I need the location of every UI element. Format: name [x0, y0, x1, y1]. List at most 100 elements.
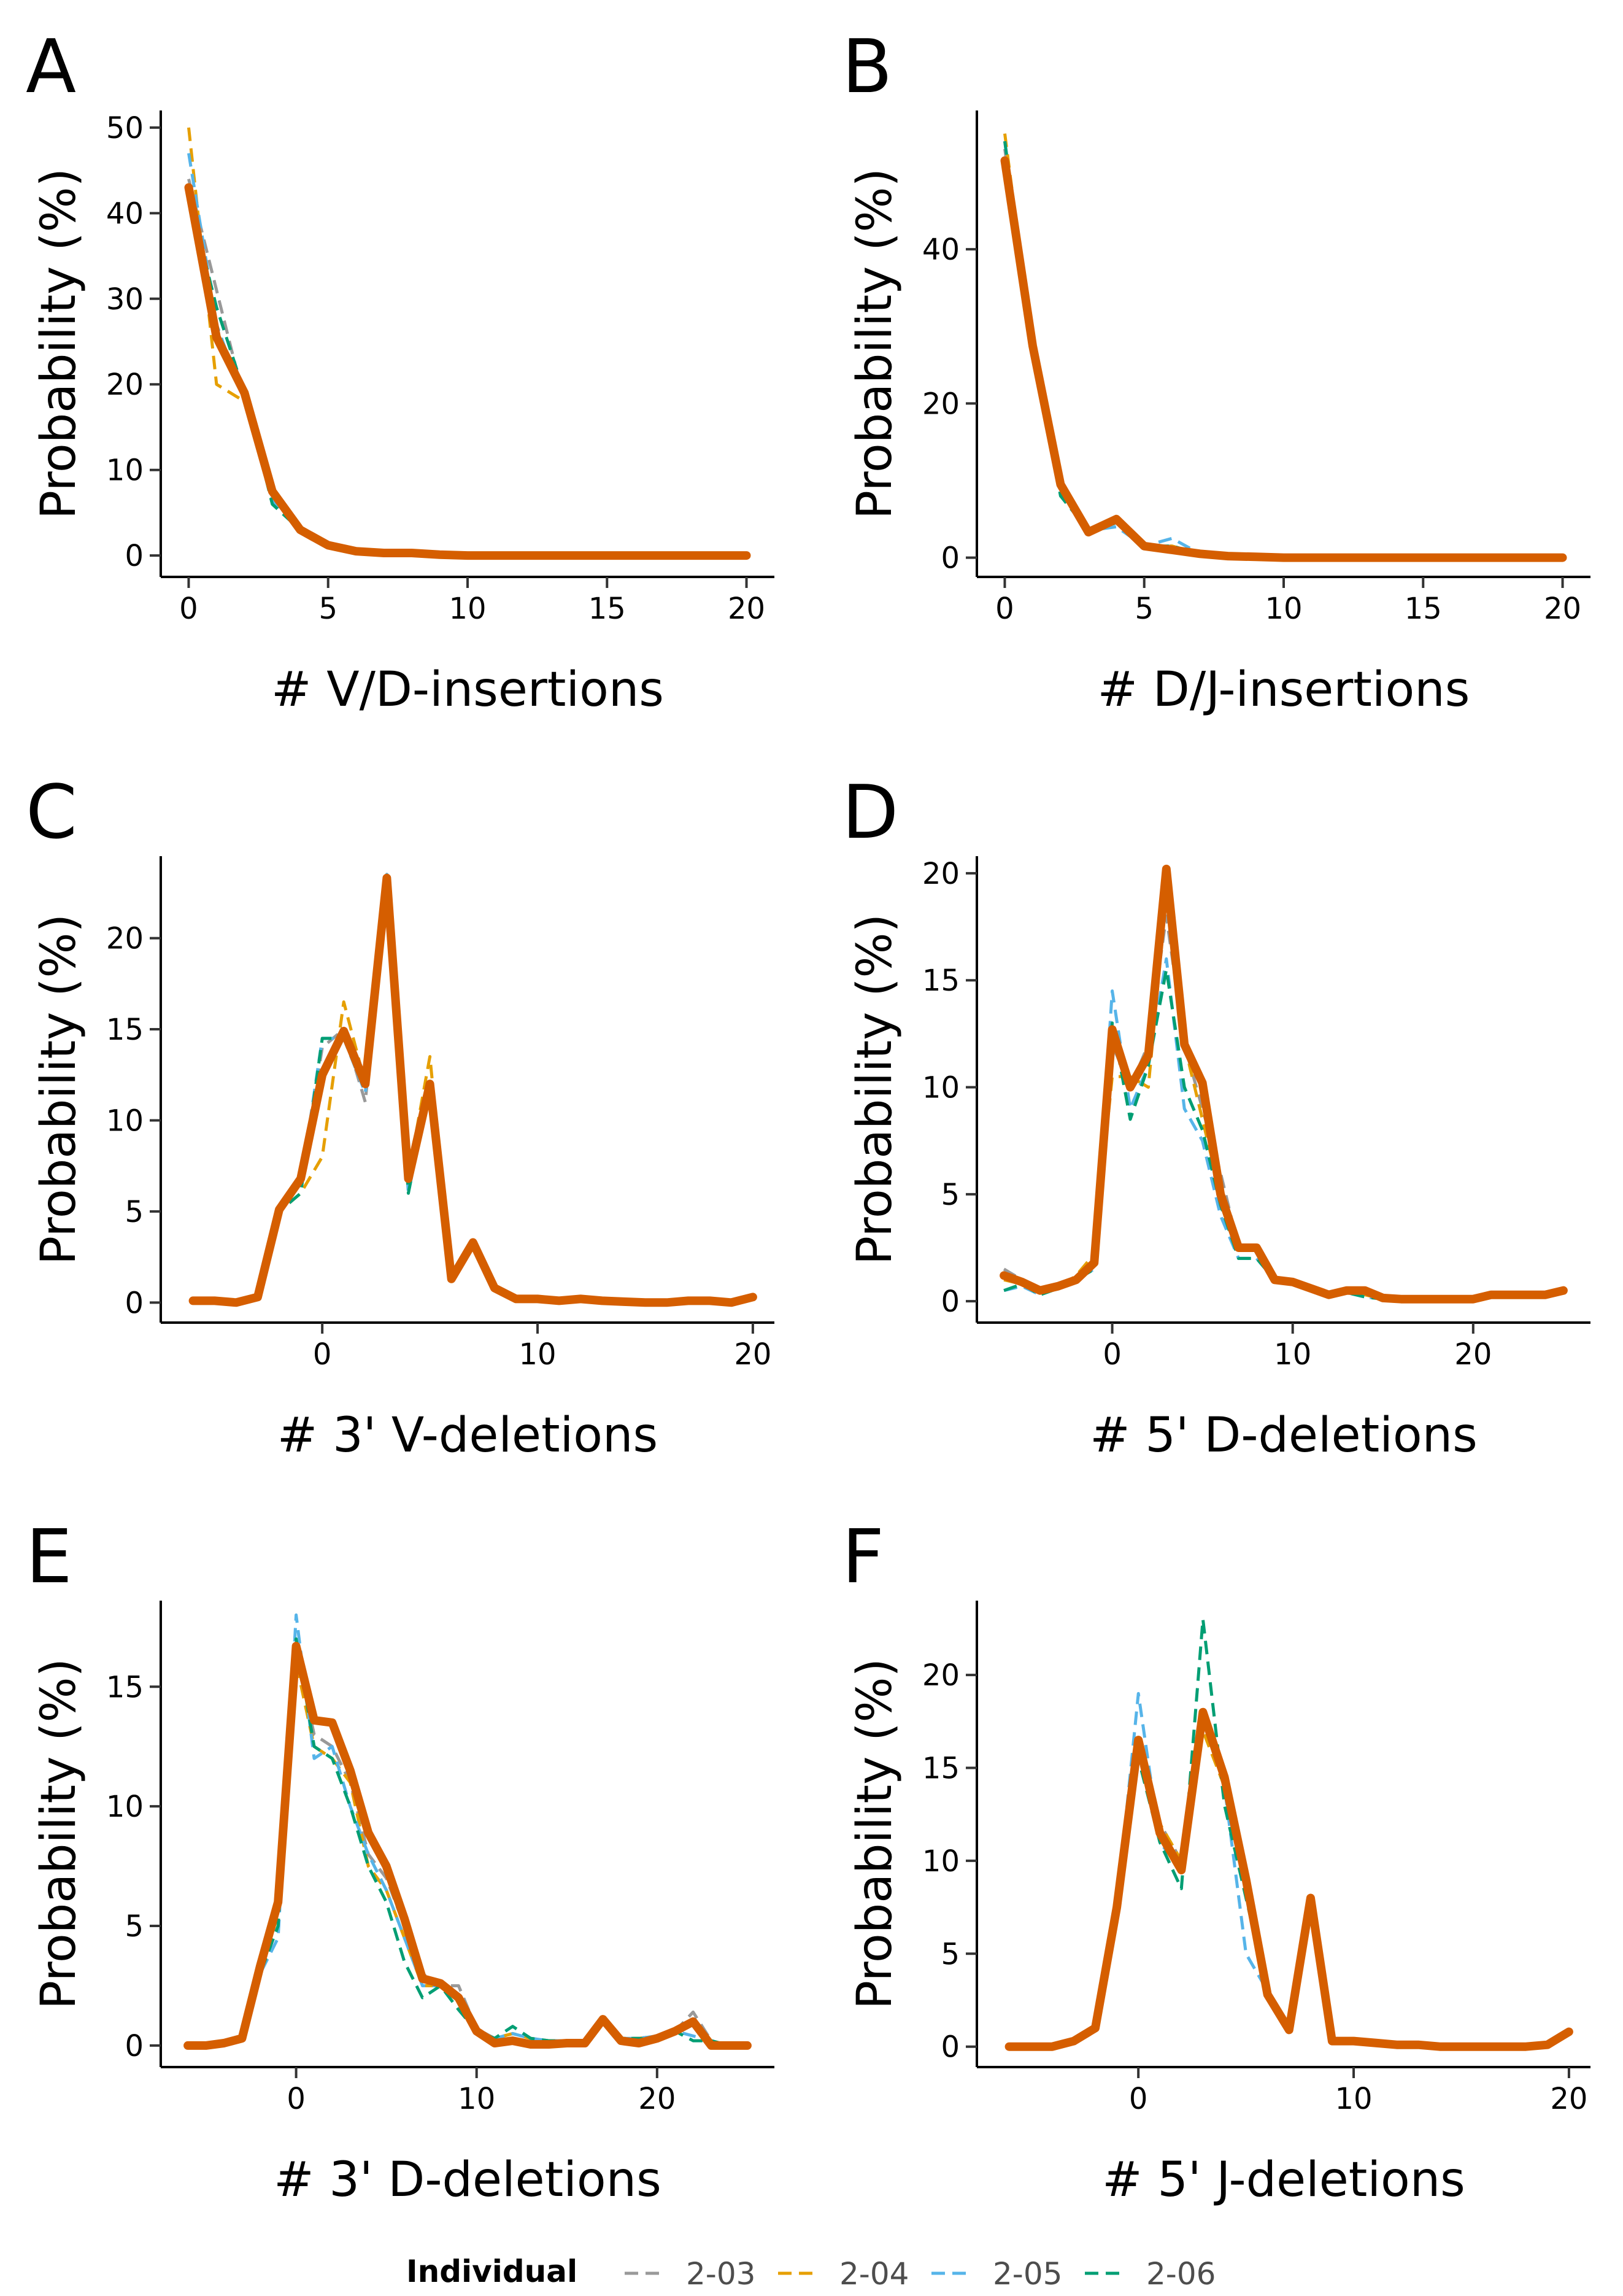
y-tick-label: 5 — [125, 1195, 144, 1229]
x-axis-label: # 5' J-deletions — [1102, 2152, 1465, 2208]
series-line-2-05 — [1009, 1691, 1570, 2049]
x-tick-label: 20 — [1550, 2082, 1587, 2116]
y-tick-label: 50 — [106, 111, 144, 145]
y-tick-label: 0 — [941, 541, 960, 576]
y-tick-label: 15 — [106, 1013, 144, 1047]
x-tick-label: 0 — [313, 1337, 332, 1372]
x-tick-label: 20 — [734, 1337, 771, 1372]
panel-c: C 0 10 20 0 5 10 15 20 # 3' V-deletions Probabilit… — [26, 770, 774, 1463]
x-axis-label: # V/D-insertions — [271, 662, 664, 717]
x-tick-label: 15 — [588, 592, 626, 626]
y-tick-label: 5 — [941, 1937, 960, 1971]
y-tick-label: 20 — [106, 368, 144, 402]
legend-label: 2-04 — [839, 2256, 909, 2292]
y-axis-label: Probability (%) — [847, 1658, 903, 2009]
series-line-2-04 — [188, 1661, 747, 2047]
series-line-2-03 — [1009, 1710, 1570, 2049]
y-tick-label: 0 — [125, 1286, 144, 1320]
panel-b: B 0 5 10 15 20 0 20 40 # D/J-insertions Probabilit… — [842, 25, 1590, 717]
y-tick-label: 10 — [922, 1071, 960, 1105]
y-tick-label: 40 — [922, 233, 960, 267]
y-tick-label: 20 — [922, 1658, 960, 1693]
x-tick-label: 5 — [318, 592, 337, 626]
y-tick-label: 5 — [125, 1909, 144, 1944]
y-tick-label: 15 — [106, 1670, 144, 1704]
series-line-main — [184, 183, 751, 560]
panel-d: D 0 10 20 0 5 10 15 20 # 5' D-deletions Probabilit… — [842, 770, 1590, 1463]
series-line-2-06 — [188, 1637, 747, 2047]
series-line-2-05 — [1003, 141, 1563, 560]
panel-letter: A — [26, 25, 76, 110]
x-tick-label: 20 — [638, 2082, 676, 2116]
series-line-2-03 — [188, 1649, 747, 2047]
x-tick-label: 5 — [1135, 592, 1154, 626]
y-tick-label: 10 — [106, 1790, 144, 1824]
x-axis-label: # 3' V-deletions — [277, 1408, 658, 1463]
y-axis-label: Probability (%) — [847, 914, 903, 1265]
series-line-main — [183, 1642, 752, 2050]
legend-label: 2-05 — [993, 2256, 1062, 2292]
y-tick-label: 20 — [922, 857, 960, 891]
panel-a: A 0 5 10 15 20 0 10 20 30 40 50 # V/D-insertions Prob… — [26, 25, 774, 717]
series-line-2-03 — [1003, 914, 1564, 1301]
y-tick-label: 0 — [125, 539, 144, 573]
x-tick-label: 10 — [458, 2082, 495, 2116]
x-tick-label: 20 — [1454, 1337, 1492, 1372]
y-tick-label: 10 — [922, 1844, 960, 1879]
series-line-2-06 — [1003, 141, 1563, 560]
x-tick-label: 10 — [1265, 592, 1302, 626]
x-axis-label: # D/J-insertions — [1098, 662, 1470, 717]
x-tick-label: 10 — [449, 592, 486, 626]
x-tick-label: 0 — [1129, 2082, 1148, 2116]
legend-label: 2-03 — [686, 2256, 755, 2292]
series-line-2-04 — [1009, 1729, 1570, 2049]
x-tick-label: 0 — [1103, 1337, 1122, 1372]
legend-items: 2-03 2-04 2-05 2-06 — [625, 2256, 1216, 2292]
panel-f: F 0 10 20 0 5 10 15 20 # 5' J-deletions Probabilit… — [842, 1515, 1590, 2208]
y-axis-label: Probability (%) — [31, 914, 87, 1265]
legend: Individual 2-03 2-04 2-05 2-06 — [406, 2254, 1216, 2292]
series-line-2-03 — [1003, 149, 1563, 560]
y-tick-label: 0 — [125, 2029, 144, 2063]
x-tick-label: 10 — [519, 1337, 556, 1372]
panel-letter: E — [26, 1515, 72, 1600]
series-line-2-06 — [1009, 1617, 1570, 2049]
y-tick-label: 10 — [106, 454, 144, 488]
x-axis-label: # 5' D-deletions — [1090, 1408, 1477, 1463]
x-tick-label: 0 — [287, 2082, 306, 2116]
y-axis-label: Probability (%) — [31, 1658, 87, 2009]
legend-label: 2-06 — [1146, 2256, 1216, 2292]
panel-e: E 0 10 20 0 5 10 15 # 3' D-deletions Probability … — [26, 1515, 774, 2208]
series-line-2-04 — [1003, 133, 1563, 560]
legend-title: Individual — [406, 2254, 577, 2289]
y-tick-label: 30 — [106, 282, 144, 317]
y-tick-label: 40 — [106, 196, 144, 231]
panel-letter: C — [26, 770, 77, 856]
x-axis-label: # 3' D-deletions — [274, 2152, 661, 2208]
panel-letter: B — [842, 25, 892, 110]
series-line-main — [1000, 156, 1567, 562]
series-line-2-05 — [1003, 957, 1564, 1301]
y-tick-label: 20 — [922, 387, 960, 421]
series-line-2-05 — [188, 1613, 747, 2047]
x-tick-label: 0 — [995, 592, 1014, 626]
x-tick-label: 10 — [1335, 2082, 1372, 2116]
y-tick-label: 15 — [922, 1752, 960, 1786]
y-tick-label: 5 — [941, 1178, 960, 1212]
x-tick-label: 10 — [1274, 1337, 1311, 1372]
series-line-main — [1004, 1707, 1573, 2051]
panel-letter: D — [842, 770, 898, 856]
y-tick-label: 20 — [106, 922, 144, 956]
panel-letter: F — [842, 1515, 884, 1600]
series-line-2-06 — [1003, 968, 1564, 1301]
y-axis-label: Probability (%) — [31, 168, 87, 519]
x-tick-label: 20 — [1544, 592, 1581, 626]
series-line-main — [188, 873, 757, 1307]
x-tick-label: 0 — [179, 592, 198, 626]
y-tick-label: 0 — [941, 1285, 960, 1319]
series-line-main — [1000, 864, 1568, 1304]
y-tick-label: 10 — [106, 1104, 144, 1138]
x-tick-label: 15 — [1405, 592, 1442, 626]
